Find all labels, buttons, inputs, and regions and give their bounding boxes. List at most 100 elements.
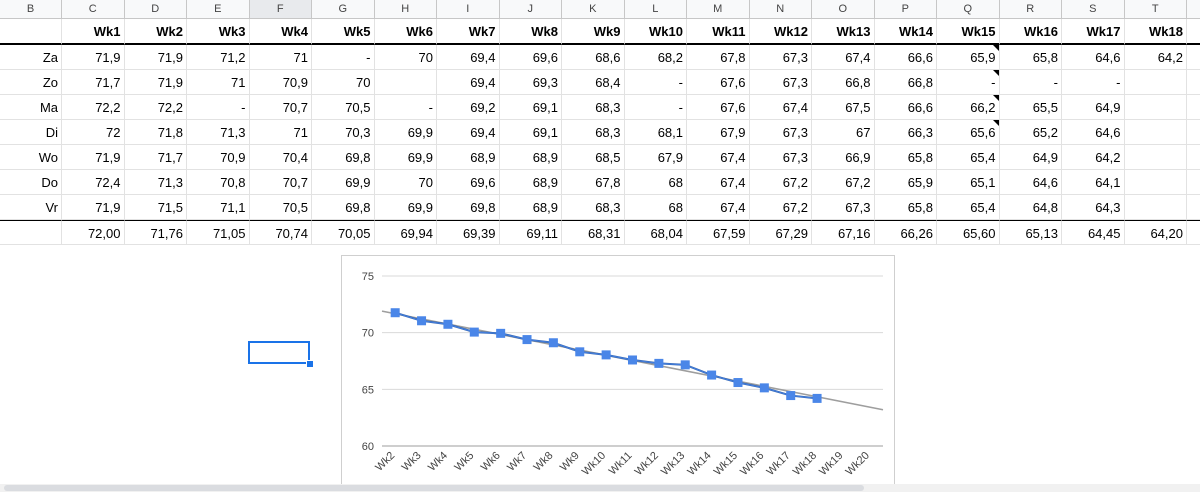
- data-cell[interactable]: 68,4: [562, 70, 625, 95]
- data-cell[interactable]: -: [999, 70, 1062, 95]
- data-cell[interactable]: 64,9: [999, 145, 1062, 170]
- data-cell[interactable]: 69,6: [499, 45, 562, 70]
- data-cell[interactable]: 69,9: [374, 195, 437, 220]
- data-cell[interactable]: 65,8: [874, 195, 937, 220]
- column-header[interactable]: S: [1062, 0, 1125, 19]
- data-cell[interactable]: 65,2: [999, 120, 1062, 145]
- column-header[interactable]: L: [624, 0, 687, 19]
- data-cell[interactable]: 65,8: [999, 45, 1062, 70]
- data-cell[interactable]: 71,9: [124, 45, 187, 70]
- data-cell[interactable]: 64,6: [999, 170, 1062, 195]
- week-header-cell[interactable]: Wk7: [437, 19, 500, 45]
- data-cell[interactable]: 71,9: [62, 195, 125, 220]
- data-cell[interactable]: 71: [187, 70, 250, 95]
- week-header-cell[interactable]: Wk9: [562, 19, 625, 45]
- average-cell[interactable]: 65,60: [937, 220, 1000, 245]
- data-cell[interactable]: -: [1062, 70, 1125, 95]
- data-cell[interactable]: -: [374, 95, 437, 120]
- data-cell[interactable]: -: [937, 70, 1000, 95]
- week-header-cell[interactable]: Wk5: [312, 19, 375, 45]
- row-label-cell[interactable]: Do: [0, 170, 62, 195]
- average-cell[interactable]: 67,16: [812, 220, 875, 245]
- horizontal-scrollbar-thumb[interactable]: [4, 485, 864, 491]
- data-cell[interactable]: 72,4: [62, 170, 125, 195]
- data-cell[interactable]: 69,8: [312, 195, 375, 220]
- data-cell[interactable]: [1187, 70, 1200, 95]
- week-header-cell[interactable]: Wk14: [874, 19, 937, 45]
- data-cell[interactable]: 71,9: [62, 45, 125, 70]
- data-cell[interactable]: 70,5: [312, 95, 375, 120]
- week-header-cell[interactable]: Wk4: [249, 19, 312, 45]
- week-header-cell[interactable]: Wk1: [62, 19, 125, 45]
- fill-handle[interactable]: [306, 360, 314, 368]
- average-cell[interactable]: 67,59: [687, 220, 750, 245]
- week-header-cell[interactable]: Wk16: [999, 19, 1062, 45]
- data-cell[interactable]: 66,2: [937, 95, 1000, 120]
- data-cell[interactable]: 67,3: [812, 195, 875, 220]
- week-header-cell[interactable]: Wk12: [749, 19, 812, 45]
- week-header-cell[interactable]: Wk8: [499, 19, 562, 45]
- average-cell[interactable]: 71,76: [124, 220, 187, 245]
- data-cell[interactable]: 70,5: [249, 195, 312, 220]
- data-cell[interactable]: 70: [312, 70, 375, 95]
- column-header[interactable]: [1187, 0, 1200, 19]
- data-cell[interactable]: 65,9: [874, 170, 937, 195]
- week-header-cell[interactable]: Wk15: [937, 19, 1000, 45]
- data-cell[interactable]: [1187, 45, 1200, 70]
- row-label-cell[interactable]: Vr: [0, 195, 62, 220]
- column-header[interactable]: P: [874, 0, 937, 19]
- column-header[interactable]: H: [374, 0, 437, 19]
- data-cell[interactable]: 65,6: [937, 120, 1000, 145]
- data-cell[interactable]: [374, 70, 437, 95]
- data-cell[interactable]: -: [187, 95, 250, 120]
- data-cell[interactable]: 69,9: [374, 145, 437, 170]
- data-cell[interactable]: 64,1: [1062, 170, 1125, 195]
- data-cell[interactable]: 68,6: [562, 45, 625, 70]
- data-cell[interactable]: 68,2: [624, 45, 687, 70]
- data-cell[interactable]: 69,6: [437, 170, 500, 195]
- average-cell[interactable]: 69,94: [374, 220, 437, 245]
- data-cell[interactable]: 69,8: [312, 145, 375, 170]
- week-header-cell[interactable]: Wk3: [187, 19, 250, 45]
- data-cell[interactable]: 66,9: [812, 145, 875, 170]
- column-header[interactable]: F: [249, 0, 312, 19]
- data-cell[interactable]: 67: [812, 120, 875, 145]
- data-cell[interactable]: 65,1: [937, 170, 1000, 195]
- data-cell[interactable]: [1187, 120, 1200, 145]
- column-header[interactable]: T: [1124, 0, 1187, 19]
- data-cell[interactable]: 67,5: [812, 95, 875, 120]
- average-cell[interactable]: 64,20: [1124, 220, 1187, 245]
- average-cell[interactable]: 64,45: [1062, 220, 1125, 245]
- column-header[interactable]: K: [562, 0, 625, 19]
- week-header-cell[interactable]: W: [1187, 19, 1200, 45]
- week-header-cell[interactable]: Wk13: [812, 19, 875, 45]
- data-cell[interactable]: 68,9: [499, 145, 562, 170]
- data-cell[interactable]: 69,4: [437, 70, 500, 95]
- data-cell[interactable]: 71,3: [124, 170, 187, 195]
- column-header[interactable]: R: [999, 0, 1062, 19]
- data-cell[interactable]: 71,3: [187, 120, 250, 145]
- data-cell[interactable]: [1187, 95, 1200, 120]
- data-cell[interactable]: 70,9: [187, 145, 250, 170]
- data-cell[interactable]: 68,3: [562, 195, 625, 220]
- data-cell[interactable]: 66,3: [874, 120, 937, 145]
- average-cell[interactable]: 69,11: [499, 220, 562, 245]
- data-cell[interactable]: -: [312, 45, 375, 70]
- data-cell[interactable]: 67,8: [687, 45, 750, 70]
- data-cell[interactable]: 64,2: [1124, 45, 1187, 70]
- average-cell[interactable]: 68,04: [624, 220, 687, 245]
- column-header[interactable]: Q: [937, 0, 1000, 19]
- data-cell[interactable]: 67,9: [687, 120, 750, 145]
- column-header[interactable]: J: [499, 0, 562, 19]
- week-header-cell[interactable]: Wk18: [1124, 19, 1187, 45]
- data-cell[interactable]: [1124, 145, 1187, 170]
- data-cell[interactable]: 67,3: [749, 70, 812, 95]
- data-cell[interactable]: 70,7: [249, 170, 312, 195]
- data-cell[interactable]: 71,7: [62, 70, 125, 95]
- data-cell[interactable]: [1124, 170, 1187, 195]
- week-header-cell[interactable]: Wk11: [687, 19, 750, 45]
- week-header-cell[interactable]: Wk6: [374, 19, 437, 45]
- data-cell[interactable]: [1187, 170, 1200, 195]
- data-cell[interactable]: 70,8: [187, 170, 250, 195]
- data-cell[interactable]: 67,2: [749, 195, 812, 220]
